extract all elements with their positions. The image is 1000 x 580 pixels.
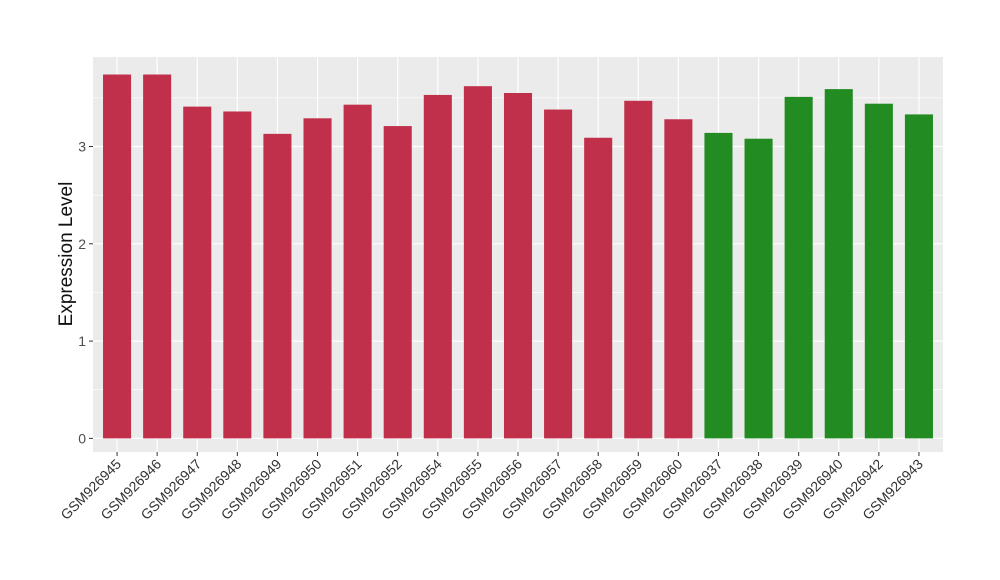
- bar-GSM926955: [463, 86, 492, 439]
- y-tick-label: 1: [78, 333, 86, 349]
- bar-GSM926959: [624, 100, 653, 439]
- bar-GSM926937: [704, 132, 733, 439]
- bar-GSM926958: [584, 137, 613, 439]
- bar-GSM926948: [223, 111, 252, 439]
- bar-GSM926938: [744, 138, 773, 439]
- bar-GSM926952: [383, 126, 412, 439]
- bar-layer: [103, 74, 933, 439]
- y-tick-label: 2: [78, 236, 86, 252]
- bar-GSM926960: [664, 119, 693, 439]
- bar-GSM926954: [423, 94, 452, 439]
- bar-GSM926939: [784, 96, 813, 439]
- bar-GSM926950: [303, 118, 332, 439]
- y-tick-label: 3: [78, 139, 86, 155]
- bar-GSM926942: [864, 103, 893, 439]
- y-tick-label: 0: [78, 430, 86, 446]
- bar-GSM926956: [503, 92, 533, 439]
- bar-GSM926943: [904, 114, 933, 439]
- bar-GSM926945: [103, 74, 132, 439]
- y-axis-title: Expression Level: [56, 182, 77, 327]
- bar-GSM926940: [824, 89, 853, 439]
- bar-GSM926946: [143, 74, 172, 439]
- bar-GSM926947: [183, 106, 212, 439]
- bar-GSM926957: [544, 109, 573, 439]
- bar-GSM926949: [263, 133, 292, 439]
- bar-GSM926951: [343, 104, 372, 439]
